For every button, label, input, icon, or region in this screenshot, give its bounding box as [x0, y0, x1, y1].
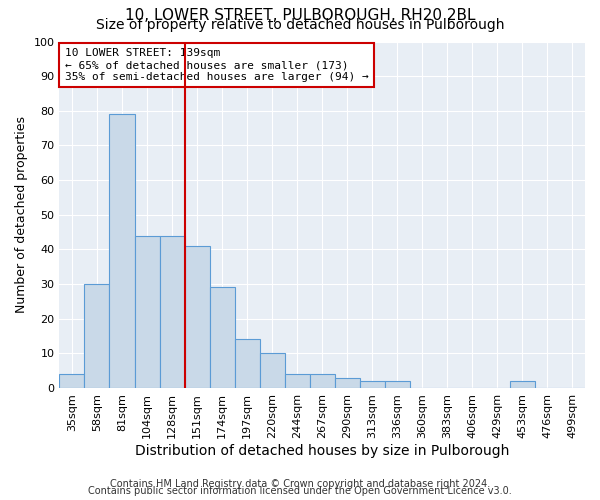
- Text: Contains public sector information licensed under the Open Government Licence v3: Contains public sector information licen…: [88, 486, 512, 496]
- Bar: [260, 354, 284, 388]
- Bar: [85, 284, 109, 388]
- Text: 10, LOWER STREET, PULBOROUGH, RH20 2BL: 10, LOWER STREET, PULBOROUGH, RH20 2BL: [125, 8, 475, 22]
- Bar: [510, 381, 535, 388]
- Text: 10 LOWER STREET: 139sqm
← 65% of detached houses are smaller (173)
35% of semi-d: 10 LOWER STREET: 139sqm ← 65% of detache…: [65, 48, 368, 82]
- Text: Contains HM Land Registry data © Crown copyright and database right 2024.: Contains HM Land Registry data © Crown c…: [110, 479, 490, 489]
- Bar: [59, 374, 85, 388]
- Bar: [134, 236, 160, 388]
- Bar: [310, 374, 335, 388]
- Bar: [235, 340, 260, 388]
- Bar: [385, 381, 410, 388]
- Bar: [360, 381, 385, 388]
- Bar: [335, 378, 360, 388]
- Bar: [209, 288, 235, 388]
- X-axis label: Distribution of detached houses by size in Pulborough: Distribution of detached houses by size …: [135, 444, 509, 458]
- Bar: [185, 246, 209, 388]
- Bar: [109, 114, 134, 388]
- Bar: [160, 236, 185, 388]
- Y-axis label: Number of detached properties: Number of detached properties: [15, 116, 28, 313]
- Bar: [284, 374, 310, 388]
- Text: Size of property relative to detached houses in Pulborough: Size of property relative to detached ho…: [96, 18, 504, 32]
